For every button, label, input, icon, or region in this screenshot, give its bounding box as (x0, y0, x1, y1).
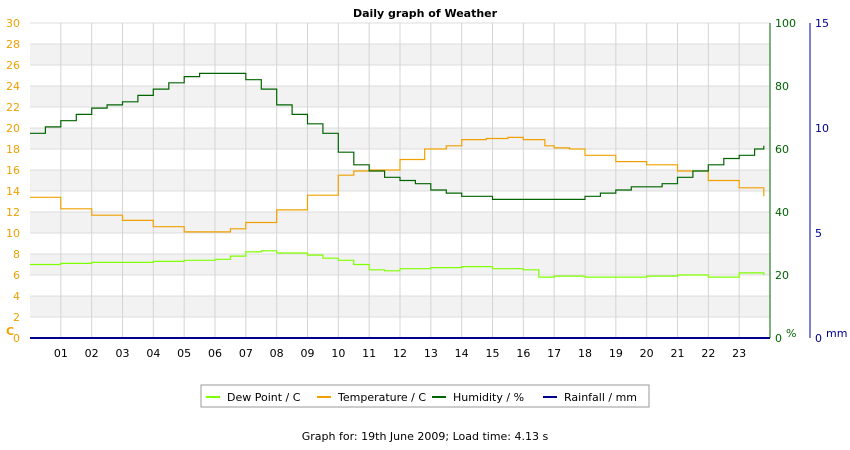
x-tick-label: 07 (239, 347, 253, 360)
rainfall-axis: 0 5 10 15 mm (815, 17, 847, 345)
left-tick-label: 4 (13, 290, 20, 303)
left-tick-label: 12 (6, 206, 20, 219)
x-axis: 01 02 03 04 05 06 07 08 09 10 11 12 13 14 15 16 17 18 19 20… (54, 347, 746, 360)
left-tick-label: 22 (6, 101, 20, 114)
left-tick-label: 30 (6, 17, 20, 30)
x-tick-label: 04 (146, 347, 160, 360)
humidity-tick-label: 60 (775, 143, 789, 156)
left-tick-label: 20 (6, 122, 20, 135)
x-tick-label: 03 (116, 347, 130, 360)
left-tick-label: 8 (13, 248, 20, 261)
x-tick-label: 23 (732, 347, 746, 360)
left-tick-label: 28 (6, 38, 20, 51)
x-tick-label: 19 (609, 347, 623, 360)
x-tick-label: 20 (640, 347, 654, 360)
rainfall-tick-label: 15 (815, 17, 829, 30)
humidity-axis: 0 20 40 60 80 100% (775, 17, 796, 345)
left-tick-label: 2 (13, 311, 20, 324)
humidity-tick-label: 80 (775, 80, 789, 93)
x-tick-label: 09 (301, 347, 315, 360)
humidity-line (30, 72, 765, 200)
temperature-line (30, 136, 765, 233)
x-tick-label: 10 (331, 347, 345, 360)
humidity-tick-label: 100 (775, 17, 796, 30)
footer-load-info: Graph for: 19th June 2009; Load time: 4.… (301, 430, 549, 443)
humidity-tick-label: 0 (775, 332, 782, 345)
x-tick-label: 17 (547, 347, 561, 360)
x-tick-label: 15 (486, 347, 500, 360)
left-tick-label: 6 (13, 269, 20, 282)
legend-label-temperature: Temperature / C (337, 391, 426, 404)
humidity-tick-label: 20 (775, 269, 789, 282)
axis-lines (769, 23, 811, 338)
legend: Dew Point / C Temperature / C Humidity / %… (200, 384, 650, 408)
left-tick-label: 10 (6, 227, 20, 240)
left-tick-label: 24 (6, 80, 20, 93)
legend-box (200, 384, 650, 408)
x-tick-label: 05 (177, 347, 191, 360)
x-tick-label: 01 (54, 347, 68, 360)
left-axis-unit: C (6, 325, 14, 338)
x-tick-label: 22 (701, 347, 715, 360)
x-tick-label: 02 (85, 347, 99, 360)
left-tick-label: 18 (6, 143, 20, 156)
legend-label-humidity: Humidity / % (453, 391, 524, 404)
x-tick-label: 21 (671, 347, 685, 360)
humidity-tick-label: 40 (775, 206, 789, 219)
rainfall-tick-label: 0 (815, 332, 822, 345)
x-tick-label: 08 (270, 347, 284, 360)
chart-title: Daily graph of Weather (353, 7, 498, 20)
x-tick-label: 14 (455, 347, 469, 360)
x-tick-label: 16 (516, 347, 530, 360)
left-tick-label: 16 (6, 164, 20, 177)
humidity-axis-unit: % (786, 327, 796, 340)
left-tick-label: 0 (13, 332, 20, 345)
x-tick-label: 12 (393, 347, 407, 360)
x-tick-label: 11 (362, 347, 376, 360)
data-series (30, 72, 770, 339)
x-tick-label: 13 (424, 347, 438, 360)
left-tick-label: 14 (6, 185, 20, 198)
x-tick-label: 06 (208, 347, 222, 360)
rainfall-tick-label: 5 (815, 227, 822, 240)
rainfall-axis-unit: mm (826, 327, 847, 340)
dew-point-line (30, 250, 765, 278)
legend-label-rainfall: Rainfall / mm (564, 391, 637, 404)
legend-label-dew-point: Dew Point / C (227, 391, 301, 404)
left-tick-label: 26 (6, 59, 20, 72)
x-tick-label: 18 (578, 347, 592, 360)
rainfall-tick-label: 10 (815, 122, 829, 135)
